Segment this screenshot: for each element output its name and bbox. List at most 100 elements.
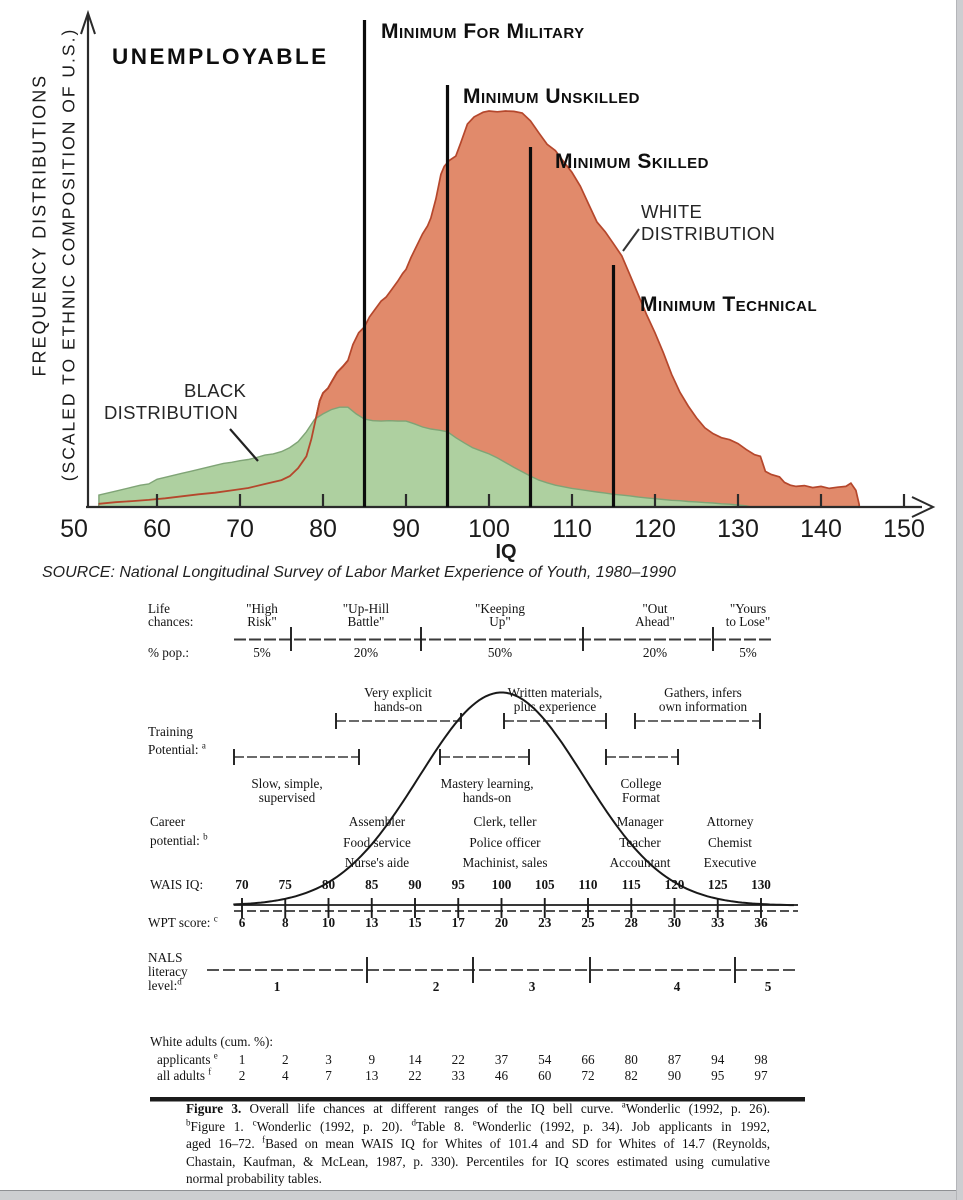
training-upper-label: own information [658, 699, 748, 714]
wais-iq-value: 115 [621, 877, 641, 892]
white-distribution-line1: WHITE [641, 201, 703, 222]
caption-text: Wonderlic (1992, p. 20). [256, 1118, 412, 1134]
figure-bottom-rule [150, 1097, 805, 1102]
white-adults-value: 98 [754, 1052, 768, 1067]
caption-line: bFigure 1. cWonderlic (1992, p. 20). dTa… [186, 1118, 770, 1136]
footnote-marker: e [213, 1050, 218, 1061]
white-adults-value: 80 [624, 1052, 638, 1067]
life-chances-category: Up" [489, 614, 511, 629]
wais-iq-value: 80 [321, 877, 336, 892]
x-tick-label-120: 120 [634, 515, 676, 543]
white-adults-value: 60 [538, 1068, 552, 1083]
nals-label-1: NALS [148, 950, 183, 965]
x-tick-label-60: 60 [143, 515, 171, 543]
wais-iq-value: 85 [365, 877, 379, 892]
nals-label-2: literacy [148, 964, 188, 979]
career-example: Assembler [348, 814, 406, 829]
training-upper-label: hands-on [373, 699, 423, 714]
footnote-marker: f [262, 1134, 266, 1145]
unemployable-label: UNEMPLOYABLE [112, 44, 329, 69]
life-chances-category: "Up-Hill [342, 601, 390, 616]
nals-level-value: 4 [673, 979, 681, 994]
footnote-marker: a [621, 1099, 626, 1110]
wais-iq-value: 120 [664, 877, 685, 892]
life-chances-category: Risk" [247, 614, 277, 629]
life-chances-category: Battle" [347, 614, 385, 629]
training-lower-label: Format [621, 790, 661, 805]
x-tick-label-150: 150 [883, 515, 925, 543]
black-distribution-line1: BLACK [184, 380, 247, 401]
wpt-score-value: 25 [581, 915, 595, 930]
life-chances-category: "Out [642, 601, 668, 616]
white-adults-value: 4 [281, 1068, 289, 1083]
life-chances-category: to Lose" [725, 614, 771, 629]
white-adults-value: 97 [754, 1068, 768, 1083]
footnote-marker: b [203, 831, 208, 842]
white-adults-value: 54 [538, 1052, 552, 1067]
training-upper-label: plus experience [513, 699, 597, 714]
caption-line: Figure 3. Overall life chances at differ… [186, 1100, 770, 1118]
white-adults-value: 9 [368, 1052, 376, 1067]
x-axis-arrow [911, 496, 936, 518]
career-example: Police officer [469, 835, 541, 850]
white-adults-value: 2 [281, 1052, 289, 1067]
white-distribution-line2: DISTRIBUTION [641, 223, 776, 244]
career-example: Machinist, sales [462, 855, 548, 870]
y-axis-label-line2: (SCALED TO ETHNIC COMPOSITION OF U.S.) [58, 27, 79, 482]
threshold-label-85: Minimum For Military [381, 20, 585, 43]
wpt-score-label: WPT score: c [148, 913, 218, 930]
wais-iq-value: 75 [278, 877, 292, 892]
wais-iq-value: 70 [235, 877, 249, 892]
white-left-tail-line [98, 359, 349, 505]
caption-text: Based on mean WAIS IQ for Whites of 101.… [265, 1136, 770, 1152]
caption-line: normal probability tables. [186, 1170, 770, 1188]
training-upper-label: Written materials, [507, 685, 603, 700]
wpt-score-value: 6 [238, 915, 246, 930]
nals-label-3: level:d [148, 976, 182, 993]
threshold-label-95: Minimum Unskilled [463, 85, 640, 108]
career-potential-label-1: Career [150, 814, 186, 829]
threshold-label-115: Minimum Technical [640, 293, 818, 316]
training-upper-label: Very explicit [364, 685, 432, 700]
wais-iq-value: 125 [707, 877, 728, 892]
wais-iq-value: 95 [451, 877, 465, 892]
wais-iq-value: 110 [578, 877, 598, 892]
white-adults-value: 22 [408, 1068, 422, 1083]
wais-iq-value: 105 [534, 877, 555, 892]
pct-pop-value: 20% [353, 645, 379, 660]
life-chances-label-2: chances: [148, 614, 194, 629]
black-label-pointer [229, 428, 259, 462]
wpt-score-value: 36 [754, 915, 768, 930]
career-example: Teacher [619, 835, 661, 850]
bell-curve [233, 691, 794, 907]
training-lower-label: hands-on [462, 790, 512, 805]
caption-line: aged 16–72. fBased on mean WAIS IQ for W… [186, 1135, 770, 1153]
training-lower-label: College [620, 776, 662, 791]
pct-pop-value: 20% [642, 645, 668, 660]
footnote-marker: e [472, 1117, 477, 1128]
pct-pop-value: 5% [739, 645, 757, 660]
caption-text: Table 8. [416, 1118, 473, 1134]
footnote-marker: f [208, 1066, 212, 1077]
figure-caption: Figure 3. Overall life chances at differ… [186, 1100, 770, 1188]
white-adults-value: 82 [624, 1068, 638, 1083]
caption-text: aged 16–72. [186, 1136, 263, 1152]
training-lower-label: Mastery learning, [440, 776, 534, 791]
white-adults-value: 1 [238, 1052, 246, 1067]
wais-iq-value: 90 [408, 877, 422, 892]
caption-text: Wonderlic (1992, p. 34). Job applicants … [476, 1118, 770, 1134]
white-adults-value: 66 [581, 1052, 595, 1067]
footnote-marker: d [177, 976, 182, 987]
career-example: Clerk, teller [473, 814, 537, 829]
wais-iq-value: 130 [751, 877, 771, 892]
white-adults-value: 14 [408, 1052, 422, 1067]
caption-text: Chastain, Kaufman, & McLean, 1987, p. 33… [186, 1153, 770, 1169]
x-tick-label-70: 70 [226, 515, 254, 543]
wpt-score-value: 17 [451, 915, 465, 930]
x-tick-label-110: 110 [552, 515, 592, 543]
white-adults-header: White adults (cum. %): [150, 1034, 274, 1049]
black-distribution-area [98, 406, 752, 508]
caption-text: Wonderlic (1992, p. 26). [625, 1101, 771, 1116]
white-adults-value: 13 [365, 1068, 379, 1083]
